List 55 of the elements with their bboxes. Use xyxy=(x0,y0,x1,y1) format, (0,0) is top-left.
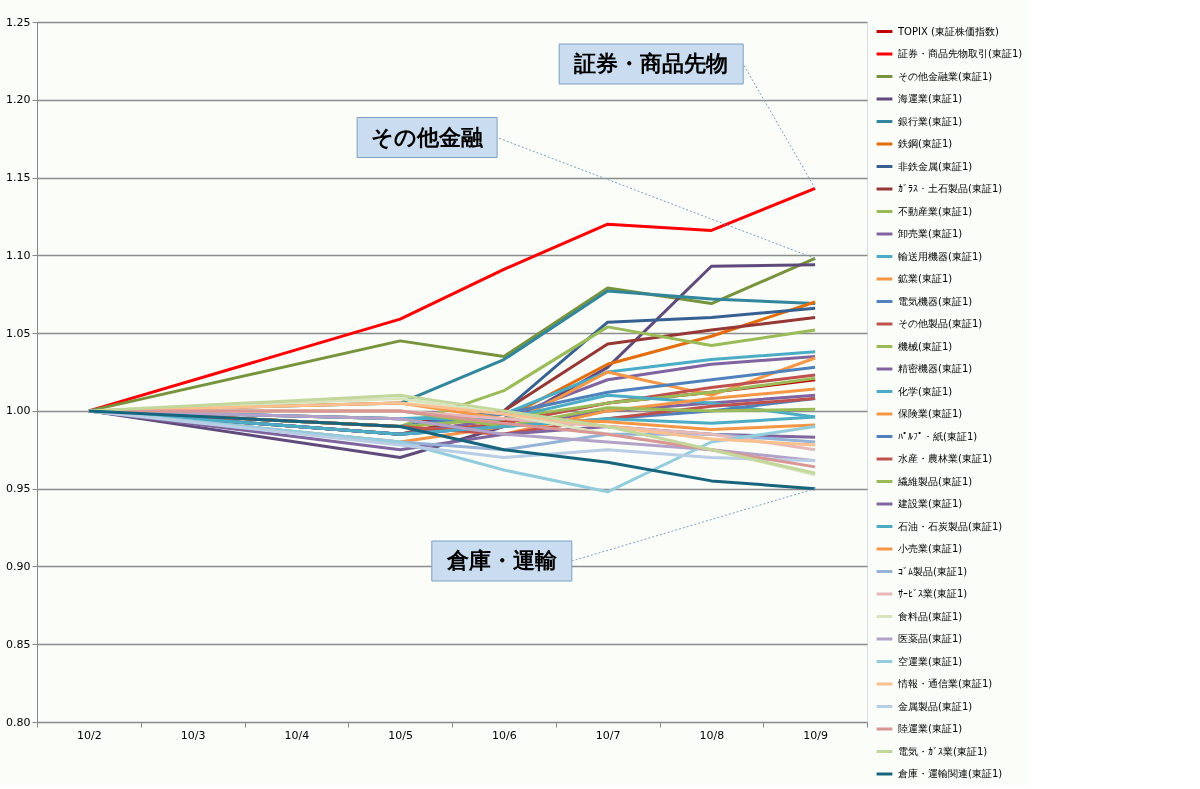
legend-label: 電気機器(東証1) xyxy=(898,295,973,307)
x-tick-label: 10/3 xyxy=(180,728,206,742)
legend-label: 保険業(東証1) xyxy=(898,408,963,419)
y-tick-label: 1.05 xyxy=(6,326,31,340)
legend-label: 機械(東証1) xyxy=(898,340,953,352)
x-tick-label: 10/9 xyxy=(803,728,828,742)
x-tick-label: 10/6 xyxy=(492,728,517,742)
y-tick-label: 1.25 xyxy=(6,15,31,29)
y-tick-label: 0.95 xyxy=(6,482,31,496)
y-tick-label: 0.80 xyxy=(6,715,31,729)
legend-label: 海運業(東証1) xyxy=(898,93,963,104)
y-tick-label: 0.85 xyxy=(6,637,31,651)
legend-label: ﾊﾟﾙﾌﾟ・紙(東証1) xyxy=(898,430,978,442)
legend-label: 証券・商品先物取引(東証1) xyxy=(898,48,1023,59)
annotation: 倉庫・運輸 xyxy=(445,548,558,573)
annotation: 証券・商品先物 xyxy=(573,51,729,76)
legend-label: 化学(東証1) xyxy=(898,385,953,397)
legend-label: 小売業(東証1) xyxy=(898,543,963,554)
legend-label: 鉄鋼(東証1) xyxy=(898,138,953,149)
y-tick-label: 1.15 xyxy=(6,171,31,185)
legend-label: 陸運業(東証1) xyxy=(898,723,963,734)
legend-label: その他金融業(東証1) xyxy=(898,70,993,82)
legend-label: 建設業(東証1) xyxy=(897,498,963,509)
y-tick-label: 1.00 xyxy=(6,404,31,418)
x-tick-label: 10/7 xyxy=(595,728,621,742)
legend-label: ｺﾞﾑ製品(東証1) xyxy=(898,565,968,577)
legend-label: 精密機器(東証1) xyxy=(898,363,973,374)
legend-label: 鉱業(東証1) xyxy=(898,273,953,284)
legend-label: 食料品(東証1) xyxy=(898,610,963,622)
legend-label: 卸売業(東証1) xyxy=(898,228,963,239)
legend-label: 石油・石炭製品(東証1) xyxy=(898,520,1003,532)
y-tick-label: 0.90 xyxy=(6,559,31,573)
legend-label: 医薬品(東証1) xyxy=(898,633,963,644)
legend-label: 繊維製品(東証1) xyxy=(897,475,973,487)
legend-label: 水産・農林業(東証1) xyxy=(898,453,993,464)
legend-label: 銀行業(東証1) xyxy=(898,115,963,127)
legend-label: 金属製品(東証1) xyxy=(898,700,973,712)
x-tick-label: 10/8 xyxy=(699,728,725,742)
legend-label: 非鉄金属(東証1) xyxy=(898,160,973,172)
legend-label: 不動産業(東証1) xyxy=(898,205,973,217)
x-tick-label: 10/5 xyxy=(388,728,413,742)
legend-label: 空運業(東証1) xyxy=(898,655,963,667)
legend-label: 情報・通信業(東証1) xyxy=(897,678,993,689)
annotation: その他金融 xyxy=(371,124,485,150)
legend-label: 輸送用機器(東証1) xyxy=(898,250,983,262)
x-tick-label: 10/2 xyxy=(77,728,102,742)
y-tick-label: 1.10 xyxy=(6,248,31,262)
legend-label: 電気・ｶﾞｽ業(東証1) xyxy=(898,745,988,757)
legend-label: その他製品(東証1) xyxy=(898,318,983,329)
legend-label: 倉庫・運輸関連(東証1) xyxy=(898,768,1003,779)
y-tick-label: 1.20 xyxy=(6,93,31,107)
x-tick-label: 10/4 xyxy=(284,728,310,742)
legend-label: ｶﾞﾗｽ・土石製品(東証1) xyxy=(898,183,1003,194)
legend-label: TOPIX (東証株価指数) xyxy=(897,25,999,37)
legend-label: ｻｰﾋﾞｽ業(東証1) xyxy=(898,588,968,599)
